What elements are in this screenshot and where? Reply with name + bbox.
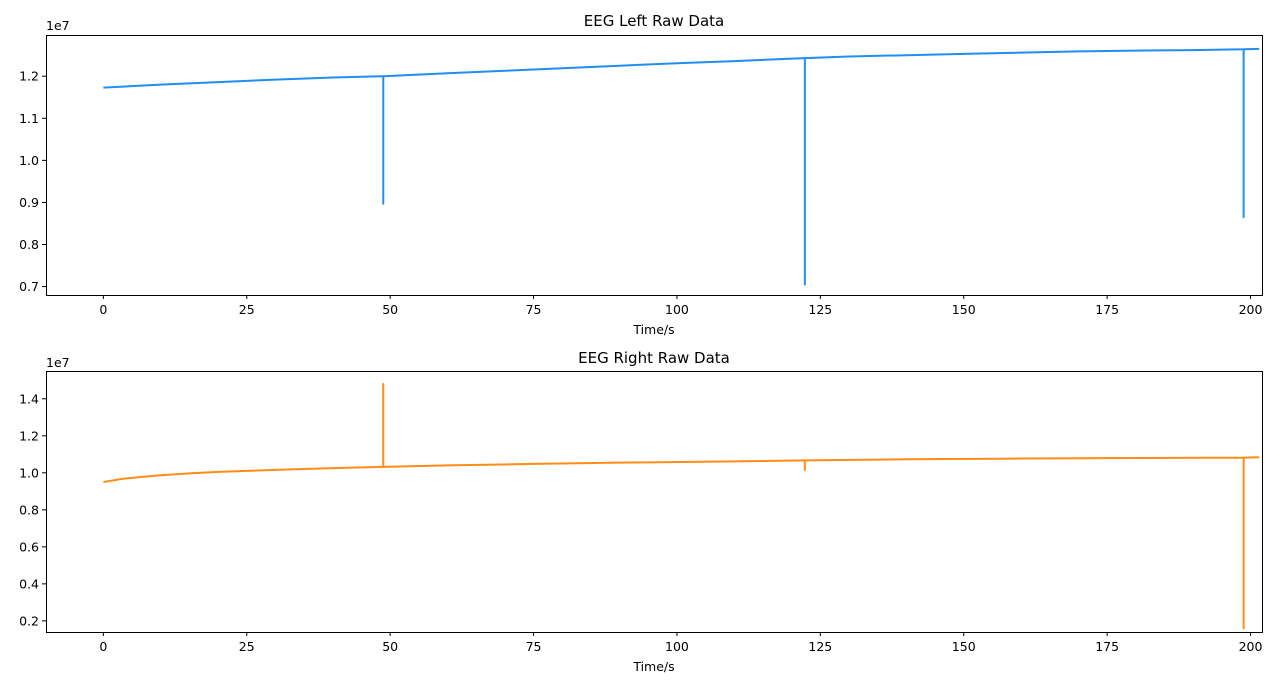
chart-left: EEG Left Raw Data 1e7 0.7 0.8 0.9 1.0 1.1 1.2… [19, 12, 1263, 337]
y-tick-label: 0.9 [19, 195, 39, 210]
x-tick-label: 75 [526, 639, 542, 654]
x-axis-label: Time/s [632, 659, 674, 674]
y-offset-text: 1e7 [46, 18, 70, 33]
x-tick-label: 0 [99, 302, 107, 317]
x-tick-label: 100 [665, 302, 689, 317]
x-tick-label: 50 [382, 302, 398, 317]
x-ticks: 0 25 50 75 100 125 150 175 200 [99, 632, 1263, 654]
y-tick-label: 0.8 [19, 237, 39, 252]
y-tick-label: 1.2 [19, 428, 39, 443]
x-tick-label: 175 [1095, 302, 1119, 317]
chart-title: EEG Right Raw Data [578, 349, 730, 367]
y-tick-label: 1.2 [19, 69, 39, 84]
y-tick-label: 0.2 [19, 613, 39, 628]
y-tick-label: 0.4 [19, 576, 39, 591]
x-tick-label: 25 [239, 302, 255, 317]
y-tick-label: 1.0 [19, 153, 39, 168]
x-tick-label: 50 [382, 639, 398, 654]
x-tick-label: 125 [808, 639, 832, 654]
chart-title: EEG Left Raw Data [584, 12, 724, 30]
y-ticks: 0.2 0.4 0.6 0.8 1.0 1.2 1.4 [19, 391, 46, 628]
y-tick-label: 0.7 [19, 279, 39, 294]
series-line [103, 47, 1260, 286]
y-tick-label: 1.1 [19, 111, 39, 126]
x-tick-label: 0 [99, 639, 107, 654]
y-tick-label: 0.8 [19, 502, 39, 517]
chart-right: EEG Right Raw Data 1e7 0.2 0.4 0.6 0.8 1.0 1.… [19, 349, 1263, 674]
x-axis-label: Time/s [632, 322, 674, 337]
y-ticks: 0.7 0.8 0.9 1.0 1.1 1.2 [19, 69, 46, 294]
plot-frame [46, 371, 1263, 633]
x-tick-label: 200 [1239, 302, 1263, 317]
y-tick-label: 0.6 [19, 539, 39, 554]
x-tick-label: 25 [239, 639, 255, 654]
x-tick-label: 150 [952, 302, 976, 317]
x-tick-label: 125 [808, 302, 832, 317]
series-line [103, 382, 1260, 630]
x-tick-label: 100 [665, 639, 689, 654]
plot-frame [46, 35, 1263, 296]
y-tick-label: 1.0 [19, 465, 39, 480]
y-tick-label: 1.4 [19, 391, 39, 406]
x-tick-label: 200 [1239, 639, 1263, 654]
y-offset-text: 1e7 [46, 355, 70, 370]
x-tick-label: 175 [1095, 639, 1119, 654]
x-tick-label: 75 [526, 302, 542, 317]
x-ticks: 0 25 50 75 100 125 150 175 200 [99, 295, 1263, 317]
x-tick-label: 150 [952, 639, 976, 654]
